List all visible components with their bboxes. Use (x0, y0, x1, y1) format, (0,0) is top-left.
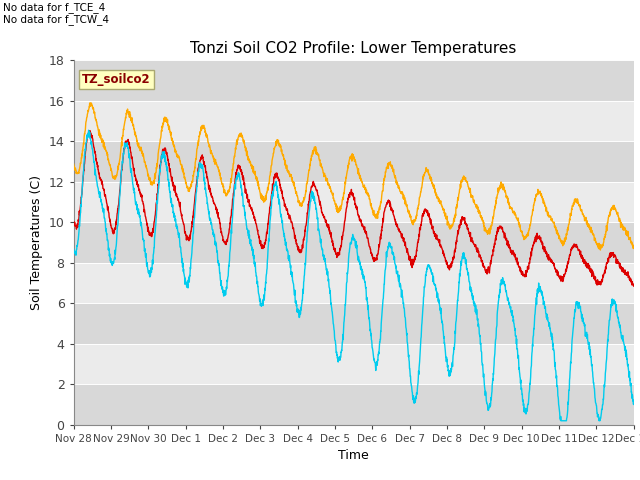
Bar (74, 60, 634, 100)
Title: Tonzi Soil CO2 Profile: Lower Temperatures: Tonzi Soil CO2 Profile: Lower Temperatur… (191, 41, 516, 56)
Bar (74, 303, 634, 344)
Text: No data for f_TCE_4: No data for f_TCE_4 (3, 2, 106, 13)
Text: No data for f_TCW_4: No data for f_TCW_4 (3, 14, 109, 25)
Text: TZ_soilco2: TZ_soilco2 (82, 73, 150, 86)
Bar (74, 100, 634, 141)
Bar (74, 141, 634, 181)
Bar (74, 384, 634, 425)
Bar (74, 344, 634, 384)
Bar (74, 263, 634, 303)
X-axis label: Time: Time (338, 449, 369, 462)
Bar (74, 222, 634, 263)
Y-axis label: Soil Temperatures (C): Soil Temperatures (C) (30, 175, 43, 310)
Bar (74, 181, 634, 222)
